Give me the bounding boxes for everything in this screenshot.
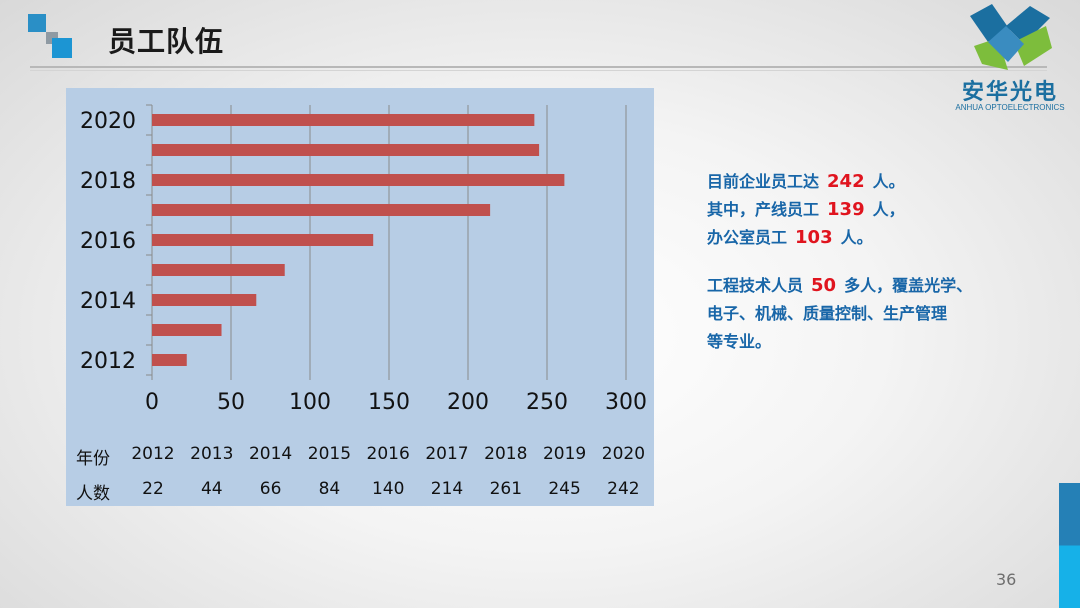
table-count-cell: 242 xyxy=(607,479,640,499)
bar-2015 xyxy=(152,264,285,276)
data-table: 年份人数 2012 2013 2014 2015 2016 2017 2018 2019 2020… xyxy=(66,88,654,506)
production-count: 139 xyxy=(827,199,865,220)
table-count-cell: 140 xyxy=(371,479,405,499)
header-rule xyxy=(30,66,1047,68)
table-year-cell: 2014 xyxy=(248,444,293,464)
bar-2018 xyxy=(152,174,565,186)
x-tick-label-300: 300 xyxy=(605,390,647,415)
table-year-cell: 2015 xyxy=(307,444,352,464)
x-tick-label-50: 50 xyxy=(217,390,245,415)
summary-line-3: 办公室员工 103 人。 xyxy=(707,227,873,248)
bar-2017 xyxy=(152,204,491,216)
x-tick-label-250: 250 xyxy=(526,390,568,415)
deco-square-1 xyxy=(28,14,46,32)
table-year-cell: 2018 xyxy=(484,444,528,464)
y-tick-label-2016: 2016 xyxy=(80,229,136,254)
header-rule-thin xyxy=(30,70,1047,71)
table-year-cell: 2017 xyxy=(425,444,469,464)
table-year-cell: 2013 xyxy=(190,444,234,464)
summary-line-5: 电子、机械、质量控制、生产管理 xyxy=(707,304,948,323)
table-count-cell: 245 xyxy=(548,479,581,499)
employee-chart: 2012 2014 2016 2018 2020 0 50 100 150 200 250 300 年… xyxy=(66,88,654,506)
office-count: 103 xyxy=(795,227,833,248)
page-title: 员工队伍 xyxy=(108,25,225,58)
table-row-label: 人数 xyxy=(76,484,110,504)
x-tick-label-0: 0 xyxy=(145,390,159,415)
table-count-cell: 44 xyxy=(200,479,223,499)
bar-2016 xyxy=(152,234,374,246)
table-count-cell: 214 xyxy=(430,479,464,499)
y-tick-label-2020: 2020 xyxy=(80,109,136,134)
table-year-cell: 2016 xyxy=(366,444,410,464)
y-tick-label-2018: 2018 xyxy=(80,169,136,194)
bar-2019 xyxy=(152,144,540,156)
summary-line-1: 目前企业员工达 242 人。 xyxy=(707,171,905,192)
table-count-cell: 66 xyxy=(259,479,282,499)
bar-chart-svg: 2012 2014 2016 2018 2020 0 50 100 150 200 250 300 xyxy=(80,104,647,415)
engineer-count: 50 xyxy=(811,275,837,296)
corner-accent-bar xyxy=(1059,483,1080,608)
logo-subtitle: ANHUA OPTOELECTRONICS xyxy=(955,103,1065,112)
x-tick-label-200: 200 xyxy=(447,390,489,415)
page-number: 36 xyxy=(996,570,1017,589)
bar-2013 xyxy=(152,324,222,336)
bar-2014 xyxy=(152,294,257,306)
summary-line-6: 等专业。 xyxy=(707,332,772,351)
table-year-cell: 2012 xyxy=(131,444,175,464)
summary-line-2: 其中，产线员工 139 人， xyxy=(707,199,905,220)
table-year-cell: 2019 xyxy=(542,444,587,464)
table-count-cell: 22 xyxy=(142,479,164,499)
company-logo-icon xyxy=(970,4,1052,70)
table-row-label: 年份 xyxy=(76,449,110,469)
total-count: 242 xyxy=(827,171,865,192)
x-tick-label-100: 100 xyxy=(289,390,331,415)
bar-2020 xyxy=(152,114,535,126)
table-count-cell: 84 xyxy=(318,479,341,499)
bar-2012 xyxy=(152,354,187,366)
table-year-cell: 2020 xyxy=(601,444,646,464)
logo-name: 安华光电 xyxy=(961,80,1058,105)
employee-summary: 目前企业员工达 242 人。 其中，产线员工 139 人， 办公室员工 103 人。 工程技… xyxy=(707,168,1037,356)
table-count-cell: 261 xyxy=(489,479,523,499)
y-tick-label-2014: 2014 xyxy=(80,289,136,314)
y-tick-label-2012: 2012 xyxy=(80,349,136,374)
x-tick-label-150: 150 xyxy=(368,390,410,415)
deco-square-3 xyxy=(52,38,72,58)
summary-line-4: 工程技术人员 50 多人，覆盖光学、 xyxy=(707,275,973,296)
